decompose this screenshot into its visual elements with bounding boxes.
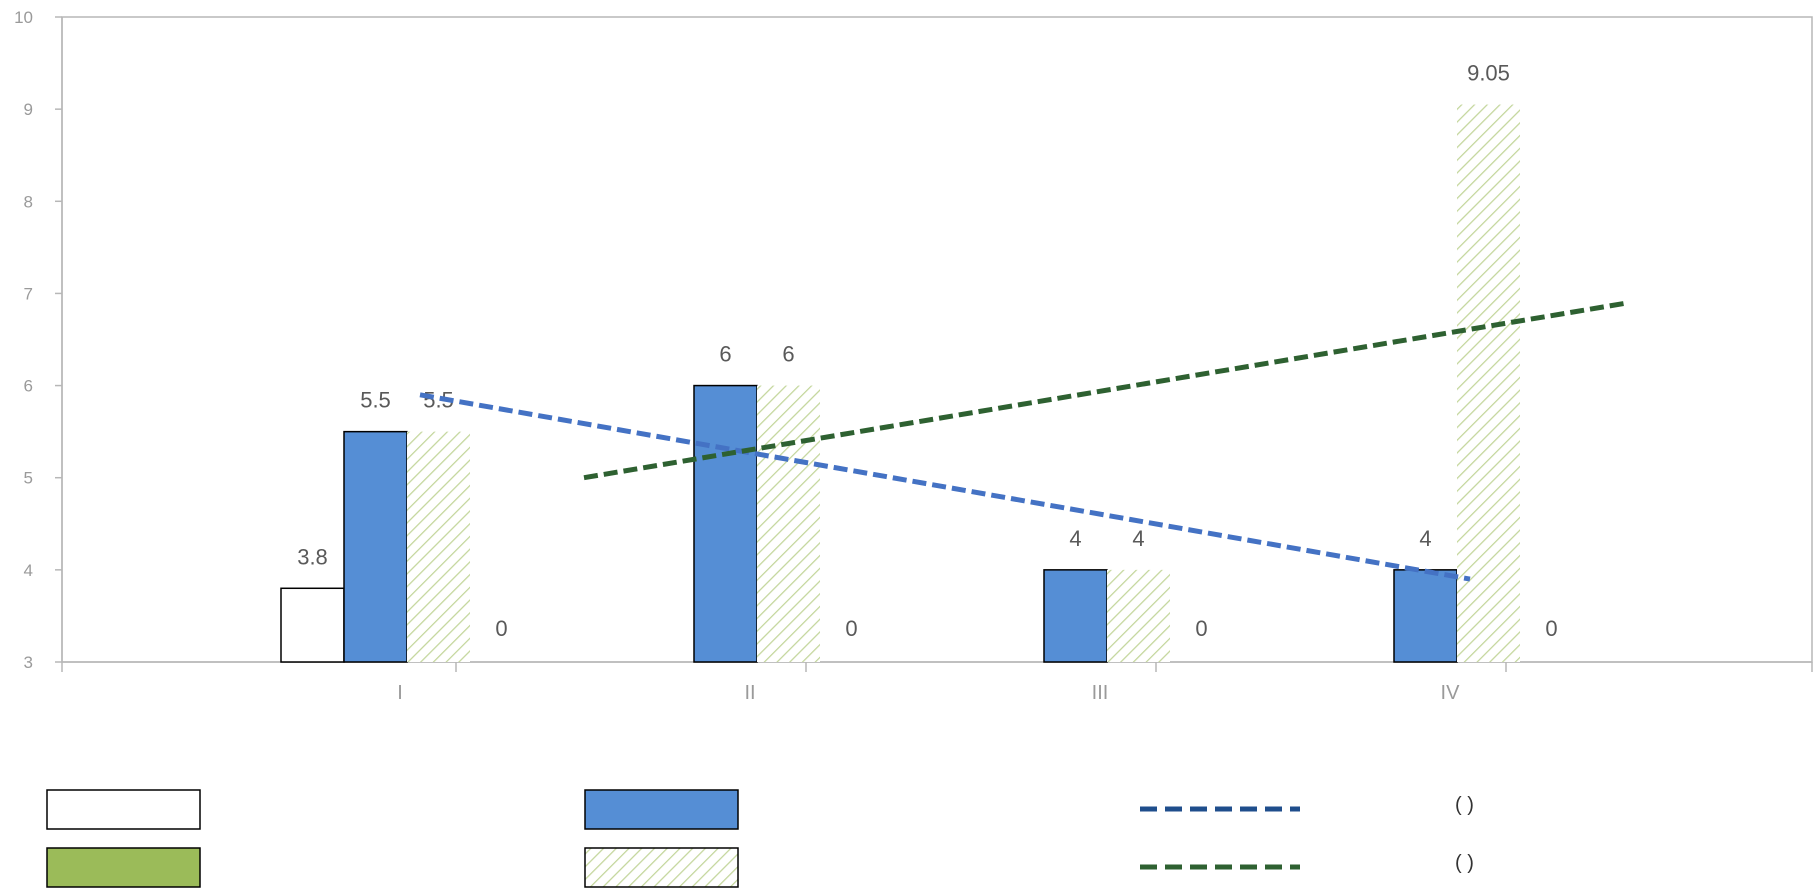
y-tick-label: 10 xyxy=(14,8,33,27)
data-label: 6 xyxy=(719,342,731,367)
data-label: 6 xyxy=(782,342,794,367)
y-tick-label: 4 xyxy=(24,561,33,580)
bar-series-3-I xyxy=(407,431,470,662)
legend-label-3: ( ) xyxy=(1455,794,1474,816)
data-label: 0 xyxy=(495,616,507,641)
data-label: 0 xyxy=(845,616,857,641)
legend: ( ) ( ) xyxy=(46,789,1474,888)
data-label: 9.05 xyxy=(1467,61,1510,86)
legend-label-6: ( ) xyxy=(1455,852,1474,874)
bar-series-2-III xyxy=(1043,569,1108,663)
bar-series-2-I xyxy=(343,430,408,663)
data-label: 0 xyxy=(1195,616,1207,641)
y-tick-label: 9 xyxy=(24,100,33,119)
y-tick-label: 3 xyxy=(24,653,33,672)
y-tick-label: 7 xyxy=(24,284,33,303)
x-tick-label: IV xyxy=(1441,682,1461,704)
bar-series-3-IV xyxy=(1457,104,1520,663)
bar-series-3-II xyxy=(757,385,820,662)
legend-swatch-1 xyxy=(46,789,201,830)
bar-series-3-III xyxy=(1107,569,1170,662)
data-label: 4 xyxy=(1419,526,1431,551)
data-label: 4 xyxy=(1132,526,1144,551)
bar-series-1-I xyxy=(280,587,345,663)
x-tick-label: I xyxy=(397,682,403,704)
data-label: 3.8 xyxy=(297,544,328,569)
y-tick-label: 6 xyxy=(24,377,33,396)
trendline-1 xyxy=(419,392,1471,582)
data-label: 4 xyxy=(1069,526,1081,551)
bar-series-2-II xyxy=(693,384,758,663)
legend-swatch-2 xyxy=(584,789,739,830)
y-tick-label: 8 xyxy=(24,192,33,211)
x-tick-label: II xyxy=(744,682,755,704)
y-tick-label: 5 xyxy=(24,469,33,488)
data-label: 0 xyxy=(1545,616,1557,641)
trendlines xyxy=(419,300,1630,582)
x-axis: I II III IV xyxy=(61,661,1813,704)
data-label: 5.5 xyxy=(360,388,391,413)
trendline-2 xyxy=(583,300,1630,481)
x-tick-label: III xyxy=(1092,682,1109,704)
bar-series-2-IV xyxy=(1393,569,1458,663)
legend-swatch-5 xyxy=(584,847,739,888)
legend-swatch-4 xyxy=(46,847,201,888)
y-axis: 3 4 5 6 7 8 9 10 xyxy=(14,8,63,672)
bars xyxy=(280,104,1520,663)
